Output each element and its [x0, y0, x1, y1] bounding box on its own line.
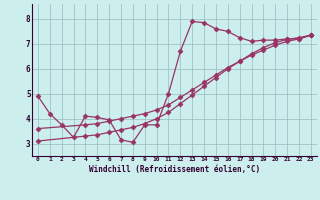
X-axis label: Windchill (Refroidissement éolien,°C): Windchill (Refroidissement éolien,°C): [89, 165, 260, 174]
